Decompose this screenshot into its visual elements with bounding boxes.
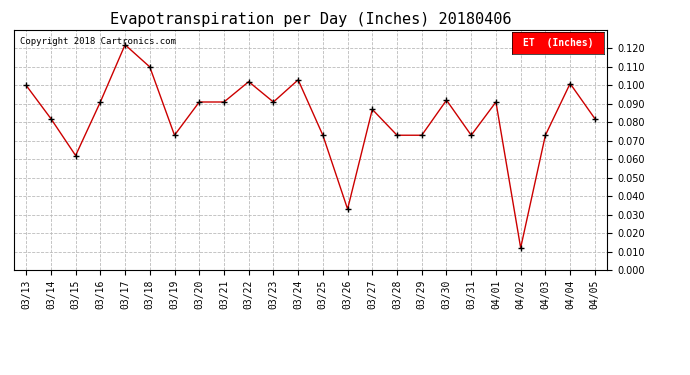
- Text: Copyright 2018 Cartronics.com: Copyright 2018 Cartronics.com: [20, 37, 176, 46]
- Title: Evapotranspiration per Day (Inches) 20180406: Evapotranspiration per Day (Inches) 2018…: [110, 12, 511, 27]
